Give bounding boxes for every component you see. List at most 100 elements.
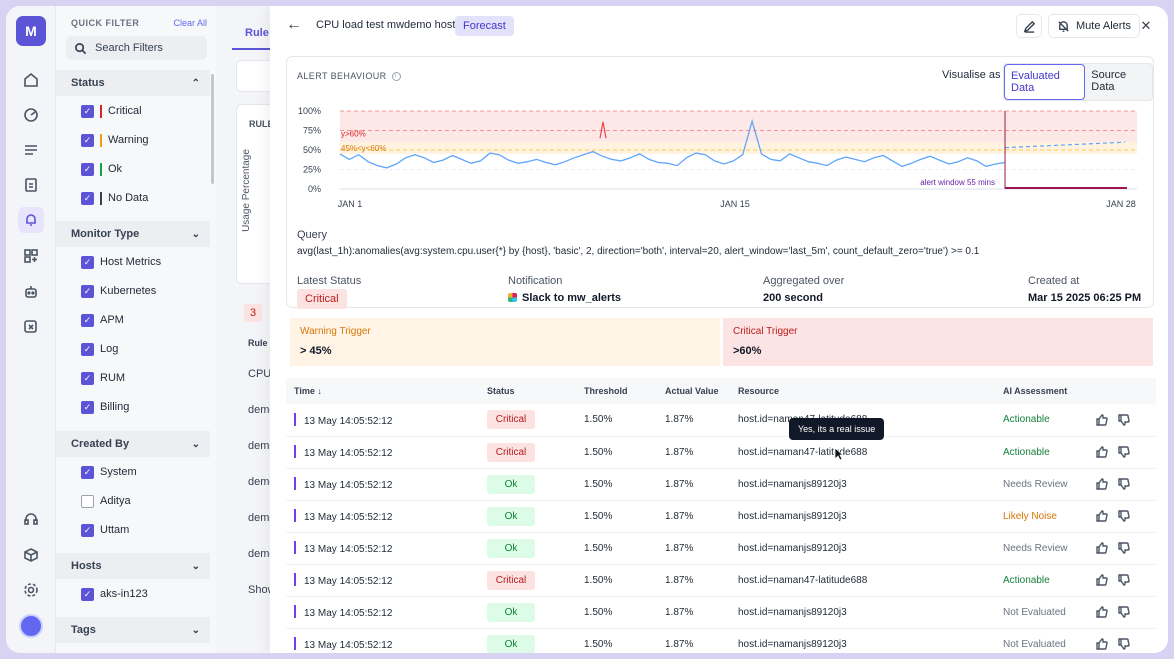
- table-row[interactable]: 13 May 14:05:52:12 Ok 1.50% 1.87% host.id=na…: [286, 628, 1156, 653]
- evaluated-data-toggle[interactable]: Evaluated Data: [1004, 64, 1086, 100]
- cell-threshold: 1.50%: [576, 532, 657, 565]
- table-row[interactable]: 13 May 14:05:52:12 Ok 1.50% 1.87% host.id=na…: [286, 532, 1156, 565]
- filter-status-warning[interactable]: ✓ Warning: [81, 130, 149, 150]
- aggregated-label: Aggregated over: [763, 275, 845, 287]
- checkbox-checked[interactable]: ✓: [81, 133, 94, 147]
- list-item[interactable]: demo: [248, 404, 276, 416]
- checkbox-checked[interactable]: ✓: [81, 523, 94, 537]
- bot-icon[interactable]: [21, 282, 41, 302]
- chevron-up-icon[interactable]: ⌃: [191, 77, 200, 89]
- table-row[interactable]: 13 May 14:05:52:12 Ok 1.50% 1.87% host.id=na…: [286, 468, 1156, 501]
- thumbs-down-icon[interactable]: [1117, 541, 1131, 555]
- checkbox-unchecked[interactable]: [81, 494, 94, 508]
- table-row[interactable]: 13 May 14:05:52:12 Ok 1.50% 1.87% host.id=na…: [286, 596, 1156, 629]
- cell-threshold: 1.50%: [576, 404, 657, 437]
- filter-status-ok[interactable]: ✓ Ok: [81, 159, 122, 179]
- logs-icon[interactable]: [21, 140, 41, 160]
- settings-icon[interactable]: [21, 580, 41, 600]
- filter-monitor-log[interactable]: ✓ Log: [81, 339, 118, 359]
- filter-monitor-apm[interactable]: ✓ APM: [81, 310, 124, 330]
- col-time[interactable]: Time ↓: [286, 378, 479, 404]
- section-hosts[interactable]: Hosts ⌄: [56, 553, 210, 579]
- back-arrow-icon[interactable]: ←: [286, 16, 302, 33]
- chevron-down-icon[interactable]: ⌄: [191, 624, 200, 636]
- checkbox-checked[interactable]: ✓: [81, 284, 94, 298]
- filter-monitor-billing[interactable]: ✓ Billing: [81, 397, 129, 417]
- chevron-down-icon[interactable]: ⌄: [191, 560, 200, 572]
- filter-scrollbar[interactable]: [211, 74, 214, 184]
- checkbox-checked[interactable]: ✓: [81, 465, 94, 479]
- thumbs-down-icon[interactable]: [1117, 605, 1131, 619]
- checkbox-checked[interactable]: ✓: [81, 371, 94, 385]
- filter-status-critical[interactable]: ✓ Critical: [81, 101, 142, 121]
- filter-monitor-rum[interactable]: ✓ RUM: [81, 368, 125, 388]
- list-item[interactable]: demo: [248, 440, 276, 452]
- filter-created-uttam[interactable]: ✓ Uttam: [81, 520, 129, 540]
- checkbox-checked[interactable]: ✓: [81, 191, 94, 205]
- chevron-down-icon[interactable]: ⌄: [191, 228, 200, 240]
- app-logo[interactable]: M: [16, 16, 46, 46]
- analysis-icon[interactable]: [21, 317, 41, 337]
- status-color-bar: [100, 191, 102, 205]
- list-item[interactable]: demo: [248, 476, 276, 488]
- section-monitor-type[interactable]: Monitor Type ⌄: [56, 221, 210, 247]
- reports-icon[interactable]: [21, 175, 41, 195]
- avatar[interactable]: [19, 614, 43, 638]
- section-created-by[interactable]: Created By ⌄: [56, 431, 210, 457]
- show-link[interactable]: Show: [248, 584, 276, 596]
- list-item[interactable]: demo: [248, 512, 276, 524]
- filter-host-aks[interactable]: ✓ aks-in123: [81, 584, 148, 604]
- tab-rules[interactable]: Rule: [232, 16, 292, 50]
- thumbs-up-icon[interactable]: [1095, 605, 1109, 619]
- dashboard-icon[interactable]: [21, 105, 41, 125]
- checkbox-checked[interactable]: ✓: [81, 342, 94, 356]
- source-data-toggle[interactable]: Source Data: [1091, 69, 1127, 93]
- checkbox-checked[interactable]: ✓: [81, 162, 94, 176]
- support-icon[interactable]: [21, 510, 41, 530]
- thumbs-down-icon[interactable]: [1117, 573, 1131, 587]
- section-tags[interactable]: Tags ⌄: [56, 617, 210, 643]
- thumbs-up-icon[interactable]: [1095, 509, 1109, 523]
- list-item[interactable]: demo: [248, 548, 276, 560]
- thumbs-down-icon[interactable]: [1117, 445, 1131, 459]
- chevron-down-icon[interactable]: ⌄: [191, 438, 200, 450]
- sort-down-icon[interactable]: ↓: [317, 386, 322, 396]
- edit-button[interactable]: [1016, 14, 1042, 38]
- filter-monitor-label: APM: [100, 314, 124, 326]
- table-row[interactable]: 13 May 14:05:52:12Critical1.50%1.87%host…: [286, 404, 1156, 437]
- checkbox-checked[interactable]: ✓: [81, 400, 94, 414]
- apps-icon[interactable]: [21, 246, 41, 266]
- section-status[interactable]: Status ⌃: [56, 70, 210, 96]
- checkbox-checked[interactable]: ✓: [81, 587, 94, 601]
- thumbs-up-icon[interactable]: [1095, 445, 1109, 459]
- checkbox-checked[interactable]: ✓: [81, 255, 94, 269]
- home-icon[interactable]: [21, 70, 41, 90]
- mute-alerts-button[interactable]: Mute Alerts: [1048, 14, 1141, 38]
- checkbox-checked[interactable]: ✓: [81, 313, 94, 327]
- filter-created-aditya[interactable]: Aditya: [81, 491, 131, 511]
- close-icon[interactable]: ✕: [1140, 18, 1152, 33]
- thumbs-up-icon[interactable]: [1095, 541, 1109, 555]
- alerts-icon[interactable]: [18, 207, 44, 233]
- filter-created-system[interactable]: ✓ System: [81, 462, 137, 482]
- thumbs-down-icon[interactable]: [1117, 477, 1131, 491]
- clear-all-link[interactable]: Clear All: [173, 18, 207, 28]
- thumbs-down-icon[interactable]: [1117, 413, 1131, 427]
- package-icon[interactable]: [21, 545, 41, 565]
- filter-search-input[interactable]: Search Filters: [66, 36, 207, 60]
- filter-monitor-host-metrics[interactable]: ✓ Host Metrics: [81, 252, 161, 272]
- filter-status-no-data[interactable]: ✓ No Data: [81, 188, 148, 208]
- thumbs-up-icon[interactable]: [1095, 413, 1109, 427]
- list-item[interactable]: CPU: [248, 368, 272, 380]
- thumbs-up-icon[interactable]: [1095, 573, 1109, 587]
- thumbs-down-icon[interactable]: [1117, 637, 1131, 651]
- info-icon[interactable]: i: [391, 71, 401, 81]
- thumbs-up-icon[interactable]: [1095, 637, 1109, 651]
- table-row[interactable]: 13 May 14:05:52:12 Ok 1.50% 1.87% host.id=na…: [286, 500, 1156, 533]
- thumbs-down-icon[interactable]: [1117, 509, 1131, 523]
- filter-monitor-kubernetes[interactable]: ✓ Kubernetes: [81, 281, 156, 301]
- thumbs-up-icon[interactable]: [1095, 477, 1109, 491]
- checkbox-checked[interactable]: ✓: [81, 104, 94, 118]
